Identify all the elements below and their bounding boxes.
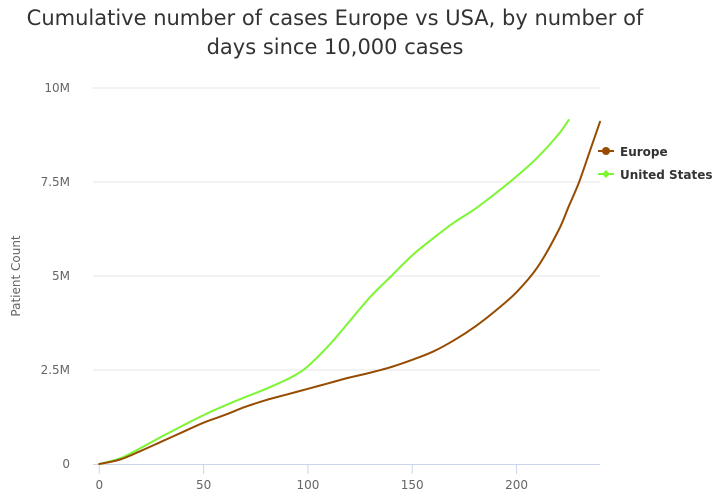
series-line-united-states[interactable] xyxy=(98,118,570,465)
series-layer xyxy=(98,118,601,465)
y-tick-label: 0 xyxy=(62,457,70,471)
grid-layer xyxy=(93,87,600,371)
legend-label: United States xyxy=(620,168,713,182)
legend-item-europe[interactable]: Europe xyxy=(598,145,668,159)
y-axis-label: Patient Count xyxy=(9,235,23,317)
legend-marker-circle xyxy=(602,147,610,155)
y-tick-label: 7.5M xyxy=(41,175,70,189)
legend: Europe United States xyxy=(598,145,713,182)
x-tick-label: 50 xyxy=(196,478,211,492)
chart-title-line-2: days since 10,000 cases xyxy=(206,35,464,59)
legend-marker-diamond xyxy=(602,170,610,178)
chart-title: Cumulative number of cases Europe vs USA… xyxy=(0,4,670,62)
legend-label: Europe xyxy=(620,145,668,159)
series-line-europe[interactable] xyxy=(98,120,601,465)
y-tick-label: 2.5M xyxy=(41,363,70,377)
y-tick-label: 10M xyxy=(44,81,70,95)
x-tick-label: 0 xyxy=(95,478,103,492)
x-tick-label: 100 xyxy=(296,478,319,492)
chart-title-line-1: Cumulative number of cases Europe vs USA… xyxy=(26,6,644,30)
x-tick-label: 150 xyxy=(401,478,424,492)
x-tick-label: 200 xyxy=(505,478,528,492)
legend-item-united-states[interactable]: United States xyxy=(598,168,713,182)
y-tick-label: 5M xyxy=(52,269,70,283)
axis-layer: 0 2.5M 5M 7.5M 10M 0 50 100 150 200 xyxy=(41,81,600,492)
